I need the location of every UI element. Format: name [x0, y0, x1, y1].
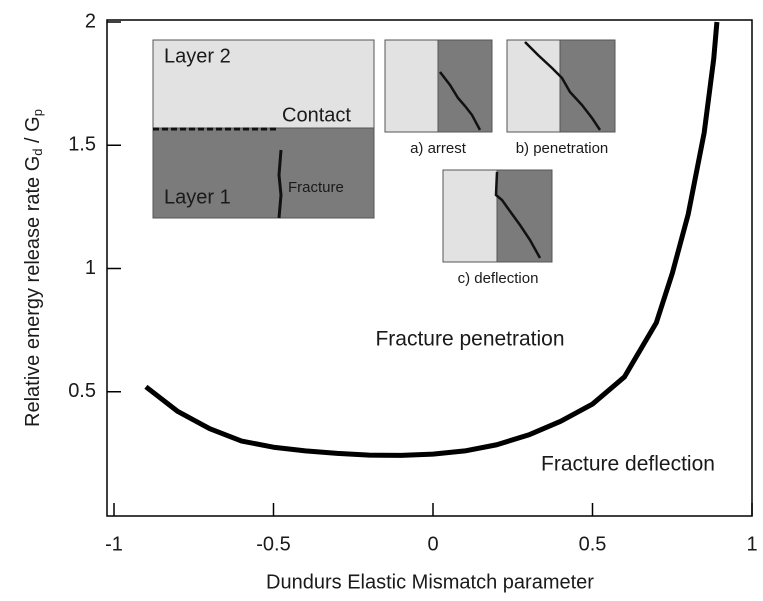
crack — [439, 71, 482, 131]
annotation: Fracture penetration — [375, 328, 564, 351]
y-axis-label: Relative energy release rate Gd / Gp — [22, 109, 45, 427]
y-tick-label: 0.5 — [68, 380, 96, 402]
panel-right — [437, 39, 493, 133]
y-tick-label: 2 — [85, 10, 96, 32]
y-tick-label: 1.5 — [68, 134, 96, 156]
inset-label: Layer 1 — [164, 186, 231, 208]
panel-left — [384, 39, 439, 133]
inset-deflection: c) deflection — [442, 169, 553, 287]
layer-1 — [152, 127, 375, 219]
x-tick-label: 0 — [427, 533, 438, 555]
fracture-line — [277, 149, 283, 219]
x-axis-label: Dundurs Elastic Mismatch parameter — [266, 571, 594, 593]
panel-left — [506, 39, 561, 133]
x-tick-label: 1 — [746, 533, 757, 555]
y-tick-label: 1 — [85, 257, 96, 279]
y-label-part: / G — [22, 116, 44, 148]
x-tick-label: -1 — [105, 533, 123, 555]
inset-label: Layer 2 — [164, 45, 231, 67]
crack — [524, 41, 602, 131]
y-label-part: Relative energy release rate G — [22, 156, 44, 427]
inset-layers: Layer 2 Contact Layer 1 Fracture — [152, 39, 375, 219]
y-label-part: d — [30, 148, 45, 155]
inset-label: c) deflection — [458, 270, 539, 287]
layer-2 — [152, 39, 375, 129]
inset-label: Contact — [282, 104, 351, 126]
inset-arrest: a) arrest — [384, 39, 493, 157]
panel-right — [496, 169, 553, 263]
x-tick-label: 0.5 — [579, 533, 607, 555]
crack — [494, 171, 542, 259]
annotation: Fracture deflection — [541, 453, 715, 476]
inset-penetration: b) penetration — [506, 39, 616, 157]
inset-label: Fracture — [288, 179, 344, 196]
inset-label: a) arrest — [410, 140, 467, 157]
panel-left — [442, 169, 498, 263]
inset-label: b) penetration — [516, 140, 609, 157]
panel-right — [559, 39, 616, 133]
y-label-part: p — [30, 109, 45, 116]
data-line — [144, 21, 720, 458]
x-tick-label: -0.5 — [256, 533, 290, 555]
